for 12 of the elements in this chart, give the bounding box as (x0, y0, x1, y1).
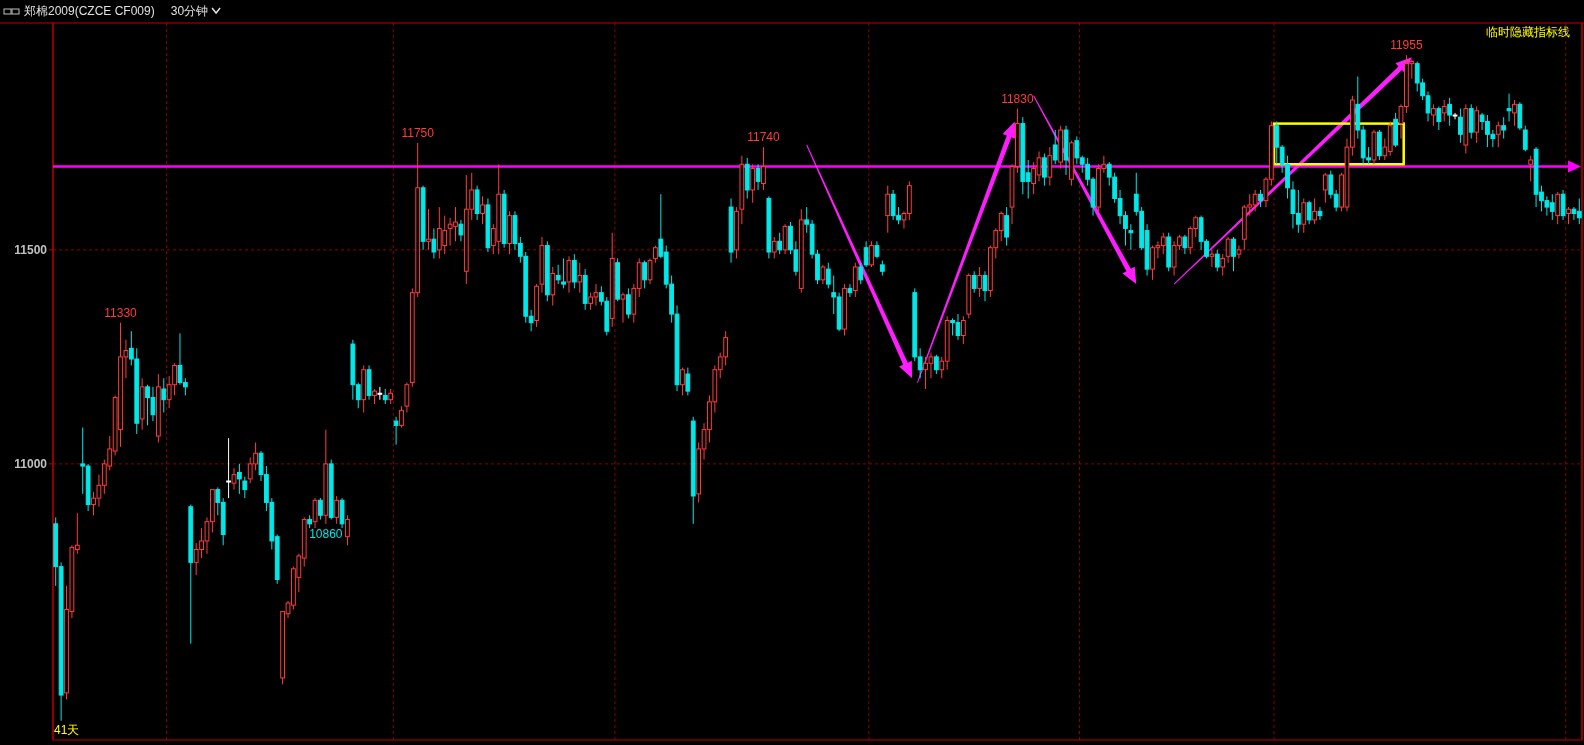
annotation: 41天 (54, 723, 80, 737)
annotation: 11830 (1001, 91, 1034, 106)
annotation: 11740 (747, 130, 781, 145)
chart-title: 郑棉2009(CZCE CF009) (24, 4, 155, 18)
y-tick-label: 11500 (14, 242, 48, 257)
annotation: 10860 (309, 526, 343, 541)
annotation: 11750 (401, 125, 435, 140)
chart-subtitle: 30分钟 (170, 4, 209, 18)
annotation: 11955 (1390, 38, 1423, 53)
y-tick-label: 11000 (14, 456, 48, 471)
annotation: 临时隐藏指标线 (1486, 25, 1570, 39)
annotation: 11330 (104, 305, 138, 320)
